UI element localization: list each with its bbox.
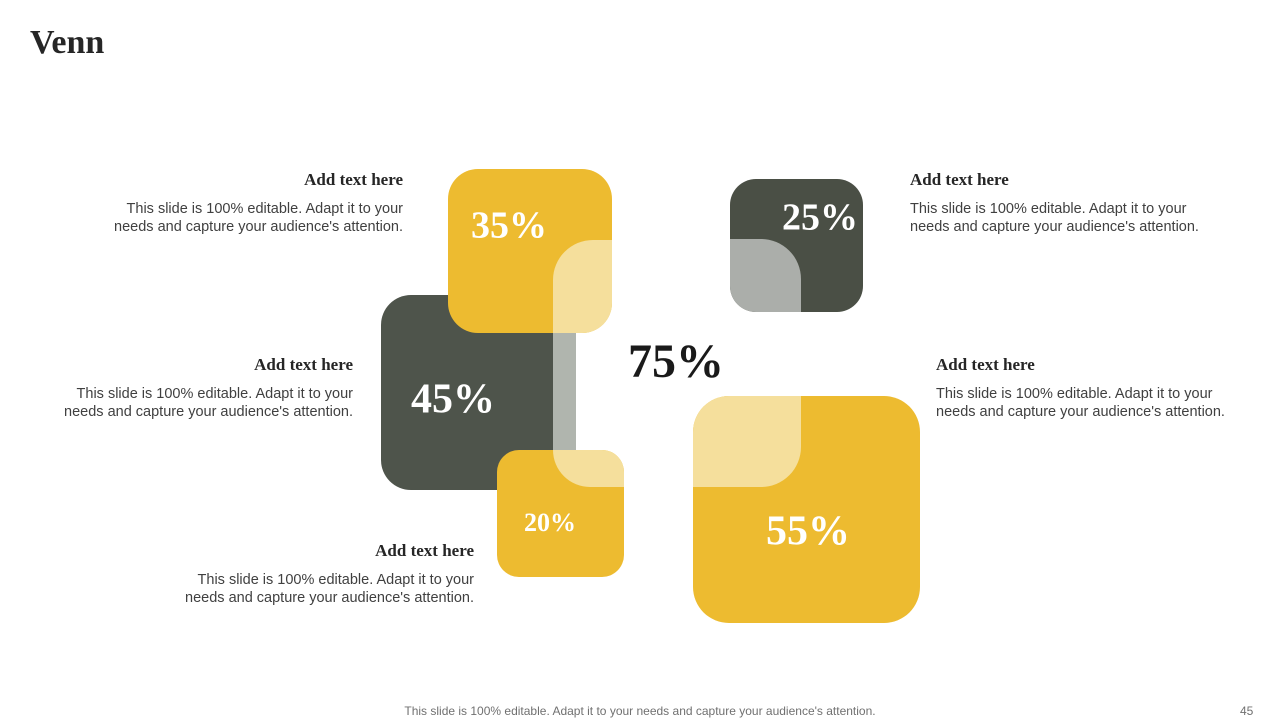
overlap [553, 450, 624, 487]
heading: Add text here [304, 170, 403, 189]
text-block: Add text here This slide is 100% editable… [114, 541, 474, 607]
overlap [693, 396, 801, 487]
footer: This slide is 100% editable. Adapt it to… [404, 704, 876, 718]
overlap [730, 239, 801, 312]
heading: Add text here [375, 541, 474, 560]
percent-label: 55% [766, 509, 850, 555]
body: This slide is 100% editable. Adapt it to… [114, 571, 474, 607]
body-line: needs and capture your audience's attent… [64, 404, 353, 420]
body-line: This slide is 100% editable. Adapt it to… [936, 386, 1213, 402]
text-block: Add text here This slide is 100% editable… [0, 355, 353, 421]
body-line: This slide is 100% editable. Adapt it to… [126, 201, 403, 217]
text-block: Add text here This slide is 100% editable… [43, 170, 403, 236]
percent-label: 35% [471, 205, 547, 247]
body-line: needs and capture your audience's attent… [910, 219, 1199, 235]
overlap [553, 333, 576, 450]
body: This slide is 100% editable. Adapt it to… [43, 200, 403, 236]
title: Venn [30, 24, 105, 61]
heading: Add text here [254, 355, 353, 374]
body-line: needs and capture your audience's attent… [936, 404, 1225, 420]
body: This slide is 100% editable. Adapt it to… [936, 385, 1280, 421]
shape-45 [381, 295, 576, 490]
body-line: needs and capture your audience's attent… [185, 590, 474, 606]
text-block: Add text here This slide is 100% editable… [936, 355, 1280, 421]
heading: Add text here [910, 170, 1009, 189]
percent-label: 25% [782, 197, 858, 239]
overlap [553, 240, 612, 333]
text-block: Add text here This slide is 100% editable… [910, 170, 1270, 236]
center-label: 75% [628, 335, 724, 388]
heading: Add text here [936, 355, 1035, 374]
body-line: This slide is 100% editable. Adapt it to… [197, 572, 474, 588]
page-number: 45 [1240, 704, 1254, 718]
body: This slide is 100% editable. Adapt it to… [0, 385, 353, 421]
body-line: needs and capture your audience's attent… [114, 219, 403, 235]
percent-label: 20% [524, 508, 576, 537]
percent-label: 45% [411, 377, 495, 423]
body-line: This slide is 100% editable. Adapt it to… [76, 386, 353, 402]
body: This slide is 100% editable. Adapt it to… [910, 200, 1270, 236]
body-line: This slide is 100% editable. Adapt it to… [910, 201, 1187, 217]
